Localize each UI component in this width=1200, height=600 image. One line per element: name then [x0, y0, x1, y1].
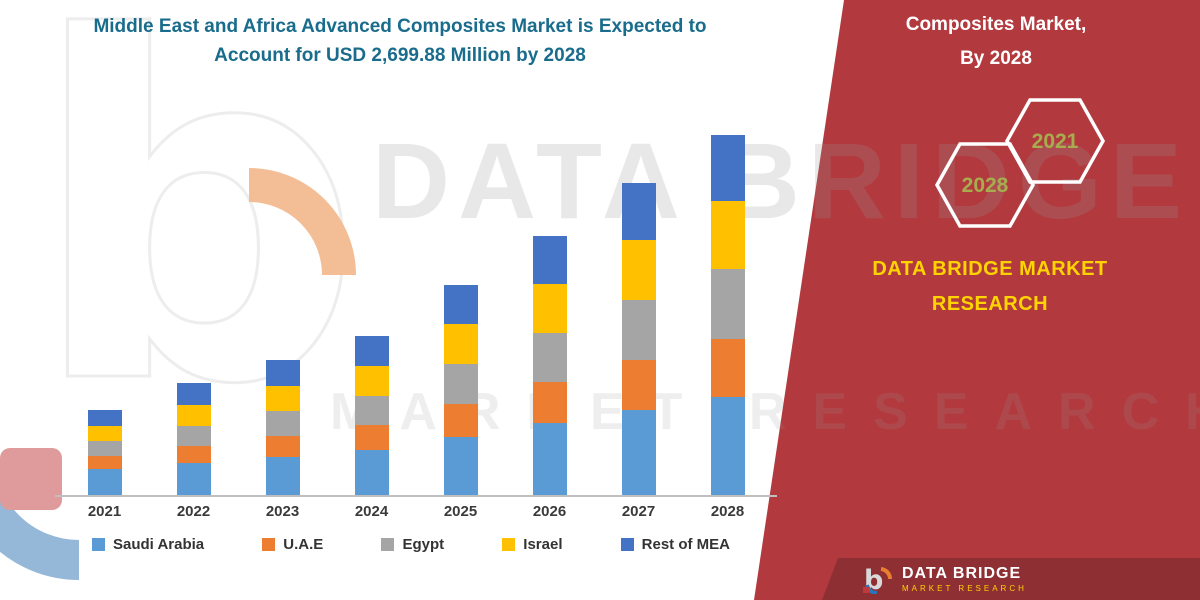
bar-2028-segment-u-a-e: [710, 339, 745, 397]
right-panel-title-line2: By 2028: [960, 48, 1032, 70]
bar-2026: [532, 236, 567, 495]
legend-swatch-israel: [502, 538, 516, 551]
x-axis-label-2021: 2021: [87, 503, 122, 520]
bar-2026-segment-israel: [532, 284, 567, 334]
bar-2025-segment-rest-of-mea: [443, 284, 478, 324]
legend-item-rest-of-mea: Rest of MEA: [620, 536, 730, 553]
legend-swatch-saudi-arabia: [92, 538, 105, 551]
legend-swatch-u-a-e: [262, 538, 276, 551]
legend-item-saudi-arabia: Saudi Arabia: [92, 536, 204, 553]
hexagon-year-2021: 2021: [1032, 130, 1079, 153]
x-axis-label-2028: 2028: [710, 503, 745, 520]
bar-2023-segment-egypt: [265, 411, 300, 436]
footer-strip: b DATA BRIDGE MARKET RESEARCH: [822, 558, 1200, 600]
bar-2026-segment-saudi-arabia: [532, 423, 567, 495]
x-axis-label-2023: 2023: [265, 503, 300, 520]
bar-2027-segment-israel: [621, 240, 656, 301]
bar-2028-segment-israel: [710, 201, 745, 269]
bar-2021-segment-u-a-e: [87, 455, 122, 469]
legend-label-egypt: Egypt: [402, 536, 445, 553]
x-axis-label-2027: 2027: [621, 503, 656, 520]
bar-2022-segment-israel: [176, 405, 211, 426]
bar-2023-segment-u-a-e: [265, 435, 300, 457]
bar-2025: [443, 284, 478, 495]
bar-2022-segment-u-a-e: [176, 445, 211, 463]
dbmr-brand-line2: RESEARCH: [931, 293, 1049, 315]
bar-2024-segment-egypt: [354, 396, 389, 426]
legend-label-u-a-e: U.A.E: [283, 536, 324, 553]
bar-2021-segment-egypt: [87, 441, 122, 456]
bar-2028-segment-egypt: [710, 269, 745, 339]
bar-2024-segment-rest-of-mea: [354, 336, 389, 367]
bar-2026-segment-egypt: [532, 333, 567, 383]
bar-2021-segment-israel: [87, 426, 122, 442]
bar-2027-segment-saudi-arabia: [621, 410, 656, 495]
bar-2023-segment-rest-of-mea: [265, 360, 300, 387]
hexagon-year-2028: 2028: [962, 174, 1009, 197]
legend-item-u-a-e: U.A.E: [262, 536, 323, 553]
legend-label-rest-of-mea: Rest of MEA: [641, 536, 730, 553]
bar-2028: [710, 135, 745, 495]
bar-2022-segment-egypt: [176, 425, 211, 446]
dbmr-logo-icon: b: [863, 565, 892, 594]
bar-2028-segment-rest-of-mea: [710, 135, 745, 201]
right-panel-title-line1: Composites Market,: [905, 14, 1087, 35]
bar-2025-segment-saudi-arabia: [443, 437, 478, 495]
footer-sub: MARKET RESEARCH: [902, 583, 1027, 593]
bar-2027-segment-rest-of-mea: [621, 183, 656, 241]
bar-2024-segment-u-a-e: [354, 425, 389, 451]
bar-2022-segment-rest-of-mea: [176, 383, 211, 406]
bar-2021-segment-saudi-arabia: [87, 469, 122, 495]
bar-2023-segment-saudi-arabia: [265, 457, 300, 495]
right-panel-title: Composites Market, By 2028: [856, 8, 1136, 76]
legend-label-saudi-arabia: Saudi Arabia: [113, 536, 205, 553]
bar-2024-segment-israel: [354, 366, 389, 397]
bar-2027-segment-u-a-e: [621, 360, 656, 411]
legend-swatch-egypt: [381, 538, 395, 551]
legend: Saudi Arabia U.A.E Egypt Israel Rest of MEA: [92, 536, 730, 553]
legend-label-israel: Israel: [523, 536, 563, 553]
bar-2025-segment-egypt: [443, 363, 478, 404]
bar-2023-segment-israel: [265, 386, 300, 412]
bar-2021-segment-rest-of-mea: [87, 410, 122, 427]
hexagon-2021: 2021: [1004, 98, 1106, 184]
x-axis-label-2022: 2022: [176, 503, 211, 520]
bar-2028-segment-saudi-arabia: [710, 397, 745, 495]
bar-2027-segment-egypt: [621, 300, 656, 361]
x-axis-label-2026: 2026: [532, 503, 567, 520]
dbmr-brand-text: DATA BRIDGE MARKET RESEARCH: [868, 252, 1112, 322]
bar-2022: [176, 383, 211, 495]
bar-2025-segment-u-a-e: [443, 403, 478, 437]
bar-2021: [87, 410, 122, 495]
x-axis-label-2025: 2025: [443, 503, 478, 520]
bar-2024-segment-saudi-arabia: [354, 450, 389, 495]
bar-2025-segment-israel: [443, 323, 478, 364]
bar-2027: [621, 183, 656, 495]
x-axis-label-2024: 2024: [354, 503, 389, 520]
legend-swatch-rest-of-mea: [620, 538, 634, 551]
bar-2023: [265, 360, 300, 495]
legend-item-egypt: Egypt: [381, 536, 444, 553]
legend-item-israel: Israel: [502, 536, 563, 553]
dbmr-brand-line1: DATA BRIDGE MARKET: [872, 258, 1108, 280]
bar-2024: [354, 336, 389, 495]
x-axis-line: [55, 495, 777, 497]
bar-2022-segment-saudi-arabia: [176, 463, 211, 495]
bar-2026-segment-u-a-e: [532, 382, 567, 423]
chart-title: Middle East and Africa Advanced Composit…: [93, 16, 707, 67]
bar-2026-segment-rest-of-mea: [532, 236, 567, 285]
footer-brand: DATA BRIDGE: [902, 565, 1022, 583]
